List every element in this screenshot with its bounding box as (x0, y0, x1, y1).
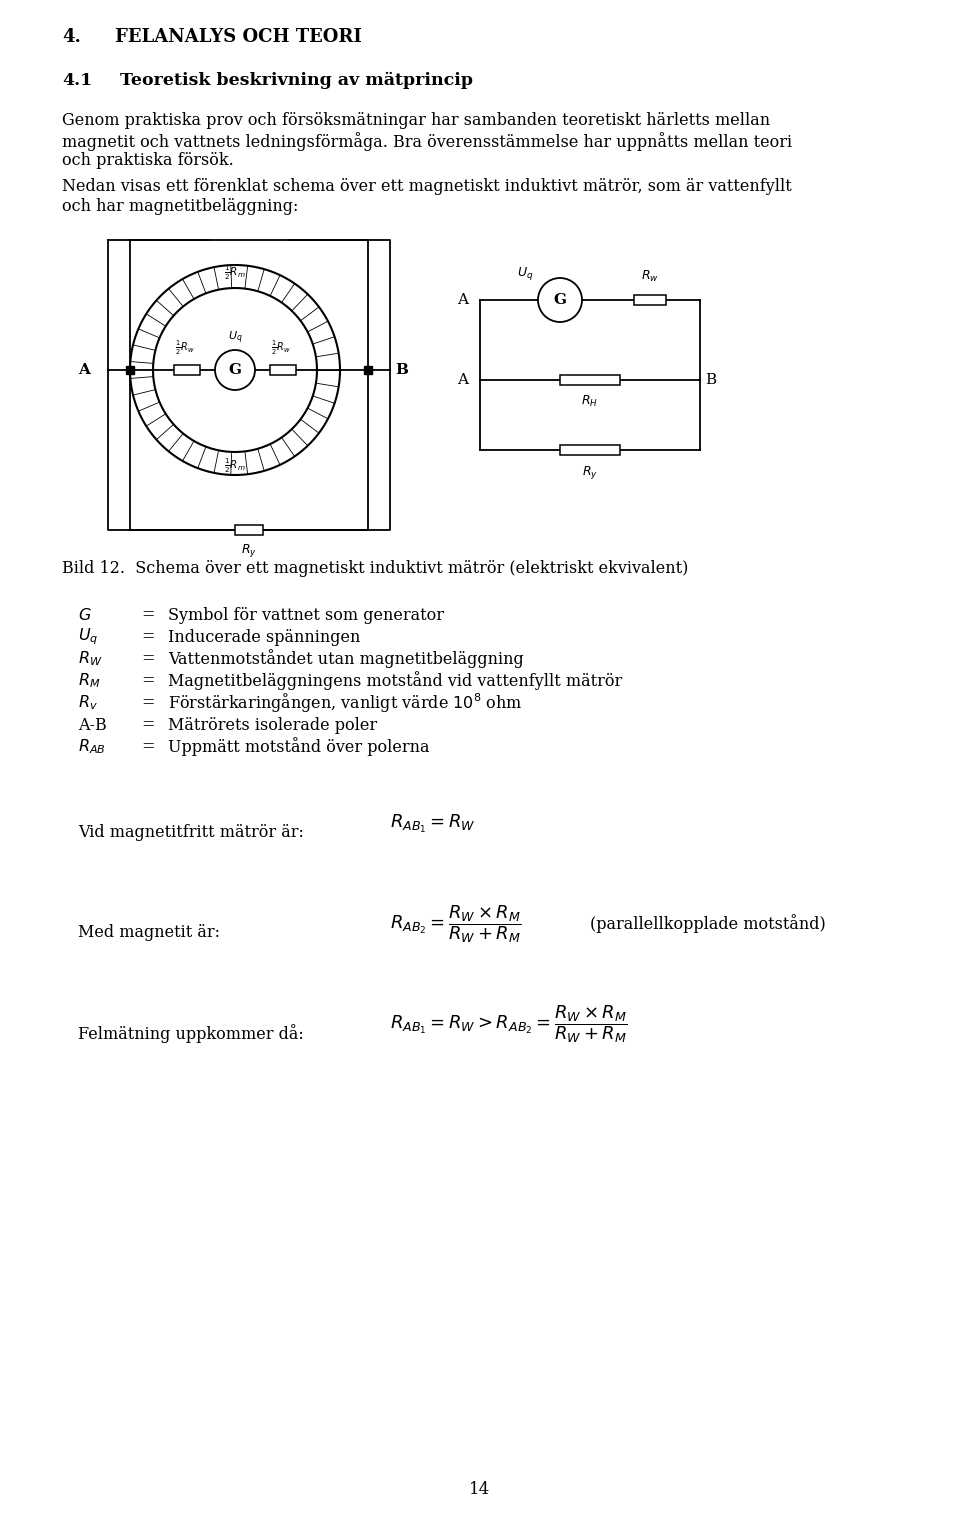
Text: Nedan visas ett förenklat schema över ett magnetiskt induktivt mätrör, som är va: Nedan visas ett förenklat schema över et… (62, 178, 792, 195)
Text: Förstärkaringången, vanligt värde $10^8$ ohm: Förstärkaringången, vanligt värde $10^8$… (168, 692, 522, 714)
Circle shape (538, 278, 582, 322)
Text: A: A (457, 293, 468, 307)
Text: $G$: $G$ (78, 606, 91, 623)
Text: Bild 12.  Schema över ett magnetiskt induktivt mätrör (elektriskt ekvivalent): Bild 12. Schema över ett magnetiskt indu… (62, 559, 688, 578)
Text: $U_q$: $U_q$ (516, 264, 533, 283)
Text: Med magnetit är:: Med magnetit är: (78, 924, 220, 941)
Text: $\frac{1}{2}R_w$: $\frac{1}{2}R_w$ (271, 339, 291, 357)
Text: B: B (395, 363, 408, 377)
Text: Inducerade spänningen: Inducerade spänningen (168, 628, 360, 646)
Text: Felmätning uppkommer då:: Felmätning uppkommer då: (78, 1024, 303, 1043)
Text: A-B: A-B (78, 716, 107, 734)
Text: =: = (141, 672, 155, 690)
Text: G: G (228, 363, 242, 377)
Text: $R_v$: $R_v$ (78, 693, 98, 713)
Text: FELANALYS OCH TEORI: FELANALYS OCH TEORI (115, 27, 362, 46)
Text: Vid magnetitfritt mätrör är:: Vid magnetitfritt mätrör är: (78, 824, 304, 841)
Text: $U_q$: $U_q$ (228, 330, 242, 347)
Text: =: = (141, 606, 155, 623)
Bar (270, 365, 296, 375)
Text: $\frac{1}{2}R_m$: $\frac{1}{2}R_m$ (224, 458, 246, 476)
Text: Mätrörets isolerade poler: Mätrörets isolerade poler (168, 716, 377, 734)
Bar (560, 445, 620, 454)
Text: Magnetitbeläggningens motstånd vid vattenfyllt mätrör: Magnetitbeläggningens motstånd vid vatte… (168, 672, 622, 690)
Text: 14: 14 (469, 1482, 491, 1499)
Text: och har magnetitbeläggning:: och har magnetitbeläggning: (62, 198, 299, 214)
Text: =: = (141, 651, 155, 667)
Text: $R_y$: $R_y$ (582, 464, 598, 480)
Text: $\frac{1}{2}R_w$: $\frac{1}{2}R_w$ (175, 339, 195, 357)
Text: =: = (141, 739, 155, 755)
Text: G: G (554, 293, 566, 307)
Text: magnetit och vattnets ledningsförmåga. Bra överensstämmelse har uppnåtts mellan : magnetit och vattnets ledningsförmåga. B… (62, 132, 792, 150)
Bar (126, 366, 134, 374)
Text: $\frac{1}{2}R_m$: $\frac{1}{2}R_m$ (224, 263, 246, 283)
Bar (235, 524, 263, 535)
Text: (parallellkopplade motstånd): (parallellkopplade motstånd) (590, 915, 826, 933)
Text: $R_W$: $R_W$ (78, 649, 103, 669)
Text: och praktiska försök.: och praktiska försök. (62, 152, 233, 169)
Bar (174, 365, 200, 375)
Text: $R_{AB_2}= \dfrac{R_W \times R_M}{R_W + R_M}$: $R_{AB_2}= \dfrac{R_W \times R_M}{R_W + … (390, 903, 522, 945)
Text: Vattenmotståndet utan magnetitbeläggning: Vattenmotståndet utan magnetitbeläggning (168, 649, 524, 669)
Text: 4.: 4. (62, 27, 81, 46)
Text: $R_{AB_1}= R_W > R_{AB_2}= \dfrac{R_W \times R_M}{R_W + R_M}$: $R_{AB_1}= R_W > R_{AB_2}= \dfrac{R_W \t… (390, 1003, 628, 1044)
Text: =: = (141, 695, 155, 711)
Text: A: A (457, 372, 468, 388)
Text: Uppmätt motstånd över polerna: Uppmätt motstånd över polerna (168, 737, 429, 757)
Bar (364, 366, 372, 374)
Text: A: A (78, 363, 90, 377)
Circle shape (215, 350, 255, 391)
Text: $U_q$: $U_q$ (78, 626, 98, 648)
Text: $R_H$: $R_H$ (582, 394, 598, 409)
Bar (560, 375, 620, 385)
Text: Teoretisk beskrivning av mätprincip: Teoretisk beskrivning av mätprincip (120, 71, 473, 90)
Text: =: = (141, 716, 155, 734)
Text: =: = (141, 628, 155, 646)
Text: B: B (705, 372, 716, 388)
Text: $R_M$: $R_M$ (78, 672, 101, 690)
Text: $R_{AB_1} = R_W$: $R_{AB_1} = R_W$ (390, 813, 476, 834)
Text: $R_{AB}$: $R_{AB}$ (78, 737, 106, 757)
Text: $R_w$: $R_w$ (641, 269, 659, 284)
Text: 4.1: 4.1 (62, 71, 92, 90)
Text: Genom praktiska prov och försöksmätningar har sambanden teoretiskt härletts mell: Genom praktiska prov och försöksmätninga… (62, 112, 770, 129)
Bar (634, 295, 666, 306)
Text: Symbol för vattnet som generator: Symbol för vattnet som generator (168, 606, 444, 623)
Text: $R_y$: $R_y$ (241, 543, 257, 559)
